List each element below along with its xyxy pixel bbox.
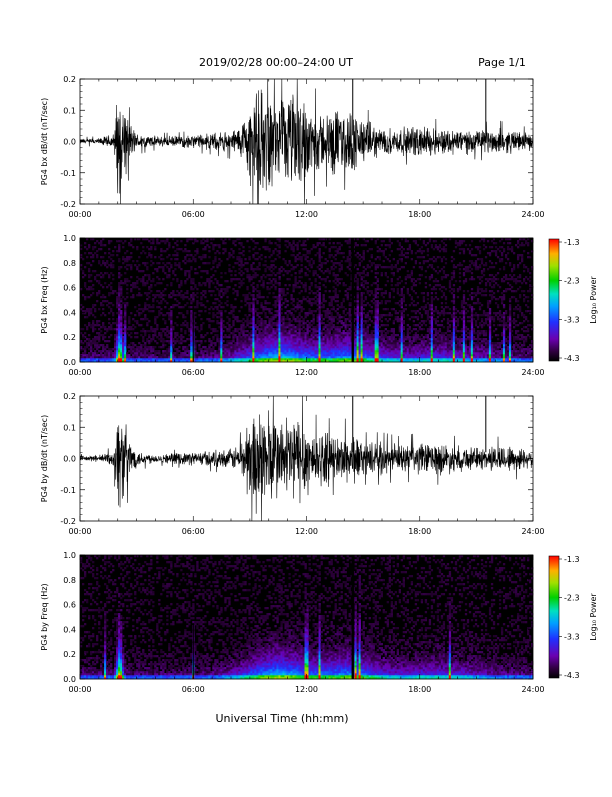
x-axis-title: Universal Time (hh:mm)	[216, 712, 349, 725]
y-tick-label: 0.4	[63, 625, 76, 634]
panel-1: 0.2 0.1 0.0 -0.1 -0.200:00 06:00 12:00 18:00 24:…	[40, 75, 545, 219]
x-tick-label: 12:00	[295, 368, 318, 377]
colorbar: -1.3 -2.3 -3.3 -4.3 Log₁₀ Power	[549, 238, 598, 363]
x-tick-label: 18:00	[408, 368, 431, 377]
y-tick-label: 0.8	[63, 576, 76, 585]
page-title: 2019/02/28 00:00–24:00 UT	[199, 56, 353, 69]
colorbar-tick-label: -2.3	[564, 277, 580, 286]
y-tick-label: -0.2	[60, 517, 76, 526]
y-tick-label: 1.0	[63, 551, 76, 560]
y-axis-label: PG4 bx dB/dt (nT/sec)	[40, 98, 49, 185]
panel-4: -1.3 -2.3 -3.3 -4.3 Log₁₀ Power 1.0 0.8 0.6 0.4 0…	[40, 551, 598, 694]
spectrogram	[80, 555, 533, 679]
panel-3: 0.2 0.1 0.0 -0.1 -0.200:00 06:00 12:00 18:00 24:…	[40, 392, 545, 536]
y-tick-label: 0.8	[63, 259, 76, 268]
y-tick-label: -0.1	[60, 169, 76, 178]
y-tick-label: 0.0	[63, 358, 76, 367]
x-tick-label: 24:00	[521, 685, 544, 694]
y-tick-label: 0.0	[63, 455, 76, 464]
x-tick-label: 00:00	[68, 210, 91, 219]
x-tick-label: 00:00	[68, 368, 91, 377]
colorbar-tick-label: -4.3	[564, 671, 580, 680]
x-tick-label: 24:00	[521, 527, 544, 536]
x-tick-label: 06:00	[182, 685, 205, 694]
x-tick-label: 24:00	[521, 210, 544, 219]
y-tick-label: 0.2	[63, 392, 76, 401]
colorbar-tick-label: -3.3	[564, 315, 580, 324]
x-tick-label: 12:00	[295, 685, 318, 694]
colorbar-tick-label: -3.3	[564, 632, 580, 641]
x-tick-label: 12:00	[295, 527, 318, 536]
colorbar-label: Log₁₀ Power	[589, 593, 598, 641]
panel-2: -1.3 -2.3 -3.3 -4.3 Log₁₀ Power 1.0 0.8 0.6 0.4 0…	[40, 234, 598, 377]
x-tick-label: 06:00	[182, 368, 205, 377]
x-tick-label: 06:00	[182, 210, 205, 219]
y-axis-label: PG4 by dB/dt (nT/sec)	[40, 415, 49, 502]
colorbar-tick-label: -2.3	[564, 594, 580, 603]
y-tick-label: 0.1	[63, 423, 76, 432]
x-tick-label: 18:00	[408, 527, 431, 536]
y-tick-label: 0.6	[63, 284, 76, 293]
y-tick-label: 0.0	[63, 675, 76, 684]
y-tick-label: 0.1	[63, 106, 76, 115]
x-tick-label: 00:00	[68, 685, 91, 694]
x-tick-label: 18:00	[408, 685, 431, 694]
y-tick-label: 0.2	[63, 333, 76, 342]
y-axis-label: PG4 bx Freq (Hz)	[40, 266, 49, 333]
y-tick-label: 0.4	[63, 308, 76, 317]
colorbar: -1.3 -2.3 -3.3 -4.3 Log₁₀ Power	[549, 555, 598, 680]
y-tick-label: -0.1	[60, 486, 76, 495]
waveform-trace	[80, 79, 533, 204]
y-tick-label: 0.0	[63, 138, 76, 147]
x-tick-label: 18:00	[408, 210, 431, 219]
colorbar-tick-label: -1.3	[564, 555, 580, 564]
y-tick-label: -0.2	[60, 200, 76, 209]
y-axis-label: PG4 by Freq (Hz)	[40, 583, 49, 650]
y-tick-label: 0.2	[63, 650, 76, 659]
colorbar-label: Log₁₀ Power	[589, 276, 598, 324]
y-tick-label: 0.6	[63, 601, 76, 610]
page-number: Page 1/1	[478, 56, 526, 69]
x-tick-label: 06:00	[182, 527, 205, 536]
colorbar-tick-label: -4.3	[564, 354, 580, 363]
y-tick-label: 0.2	[63, 75, 76, 84]
colorbar-tick-label: -1.3	[564, 238, 580, 247]
waveform-trace	[80, 396, 533, 521]
x-tick-label: 24:00	[521, 368, 544, 377]
spectrogram	[80, 238, 533, 362]
y-tick-label: 1.0	[63, 234, 76, 243]
x-tick-label: 12:00	[295, 210, 318, 219]
x-tick-label: 00:00	[68, 527, 91, 536]
